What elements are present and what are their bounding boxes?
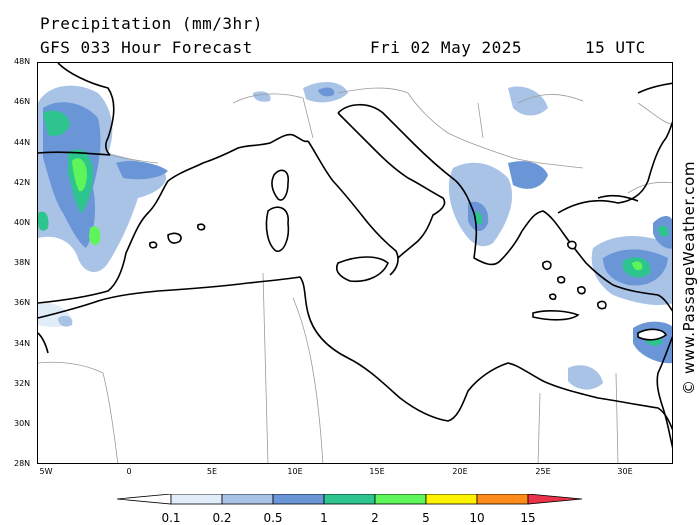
island-mallorca <box>167 232 182 244</box>
coastlines <box>38 63 672 449</box>
legend-label-0.2: 0.2 <box>212 511 232 525</box>
precip-area-iberia-max <box>72 158 87 192</box>
legend-swatch-0.5 <box>272 494 325 505</box>
lat-label-38n: 38N <box>14 258 31 267</box>
island-aegean-2 <box>557 275 566 284</box>
precip-area-iberia-south <box>89 226 101 245</box>
precip-area-biscay <box>43 110 70 136</box>
credit-watermark: © www.PassageWeather.com <box>680 160 698 395</box>
country-borders <box>38 87 672 463</box>
island-rhodes <box>597 300 607 310</box>
lat-label-36n: 36N <box>14 298 31 307</box>
coast-italy-east <box>337 112 446 259</box>
legend-swatch-10 <box>476 494 529 505</box>
chart-title: Precipitation (mm/3hr) <box>40 14 263 33</box>
island-menorca <box>197 223 206 231</box>
legend-swatch-below-0.1 <box>117 494 172 505</box>
lat-label-48n: 48N <box>14 57 31 66</box>
lon-label-30e: 30E <box>617 467 633 476</box>
islands <box>149 169 668 341</box>
forecast-label: GFS 033 Hour Forecast <box>40 38 253 57</box>
coast-black-sea-north <box>637 82 672 94</box>
coast-morocco-atlantic <box>38 332 49 354</box>
island-aegean-3 <box>577 286 586 295</box>
coast-black-sea-west <box>557 121 672 214</box>
lat-label-34n: 34N <box>14 339 31 348</box>
legend-swatch-15plus <box>527 494 583 505</box>
precip-area-carpathians <box>508 86 548 116</box>
island-sardinia <box>265 206 290 252</box>
coast-levant <box>656 335 672 449</box>
forecast-time: 15 UTC <box>585 38 646 57</box>
legend-swatch-0.2 <box>221 494 274 505</box>
lon-label-10e: 10E <box>287 467 303 476</box>
coast-italy-west <box>307 140 399 276</box>
island-lesbos <box>567 240 577 250</box>
precip-area-alps-core <box>318 87 335 97</box>
lat-label-40n: 40N <box>14 218 31 227</box>
lat-label-32n: 32N <box>14 379 31 388</box>
precip-area-pyrenees <box>116 160 168 180</box>
island-ibiza <box>149 241 158 249</box>
island-cyprus <box>637 328 668 341</box>
coast-marmara <box>597 194 639 202</box>
lon-label-25e: 25E <box>535 467 551 476</box>
island-aegean-1 <box>542 260 552 270</box>
coast-france-atlantic <box>57 63 115 156</box>
legend-swatch-1 <box>323 494 376 505</box>
legend-label-10: 10 <box>469 511 485 525</box>
lat-label-28n: 28N <box>14 459 31 468</box>
precip-area-cyrenaica <box>568 365 603 390</box>
coast-spain-france-med <box>38 133 309 304</box>
legend-label-2: 2 <box>371 511 379 525</box>
lon-label-20e: 20E <box>452 467 468 476</box>
legend-label-5: 5 <box>422 511 430 525</box>
precip-area-bulgaria <box>508 161 548 189</box>
island-sicily <box>335 256 389 283</box>
legend-swatch-2 <box>374 494 427 505</box>
coast-turkey-south <box>612 284 672 312</box>
precip-area-e-turkey-heavy <box>658 225 669 237</box>
island-aegean-4 <box>549 293 557 301</box>
lon-label-5e: 5E <box>206 467 218 476</box>
precip-area-portugal <box>38 211 49 231</box>
legend-label-0.5: 0.5 <box>263 511 283 525</box>
legend-label-15: 15 <box>520 511 536 525</box>
lon-label-0: 0 <box>126 467 132 476</box>
coast-north-africa <box>38 276 672 431</box>
map-canvas <box>38 63 672 463</box>
precip-area-morocco-core <box>58 315 73 327</box>
precip-layer <box>38 81 672 390</box>
lon-label-5w: 5W <box>39 467 53 476</box>
precip-area-w-alps <box>253 91 271 102</box>
precipitation-map <box>37 62 673 464</box>
lat-label-46n: 46N <box>14 97 31 106</box>
island-crete <box>532 310 580 321</box>
island-corsica <box>271 169 290 201</box>
coast-aegean <box>521 210 614 286</box>
coast-spain-north <box>38 151 111 156</box>
precip-legend <box>117 494 583 505</box>
forecast-date: Fri 02 May 2025 <box>370 38 522 57</box>
legend-label-0.1: 0.1 <box>161 511 181 525</box>
legend-swatch-5 <box>425 494 478 505</box>
legend-label-1: 1 <box>320 511 328 525</box>
lat-label-44n: 44N <box>14 138 31 147</box>
precip-area-turkey-max <box>632 261 643 271</box>
lat-label-42n: 42N <box>14 178 31 187</box>
lon-label-15e: 15E <box>369 467 385 476</box>
coast-balkans <box>337 103 523 266</box>
lat-label-30n: 30N <box>14 419 31 428</box>
legend-swatch-0.1 <box>170 494 223 505</box>
